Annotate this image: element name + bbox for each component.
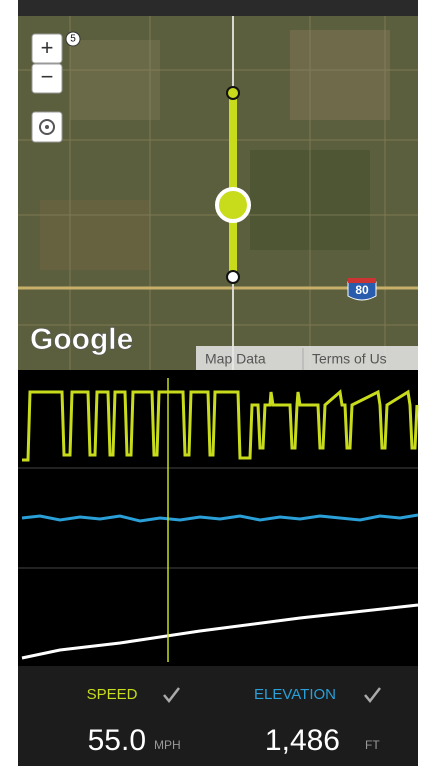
footer-background — [18, 666, 418, 766]
field — [290, 30, 390, 120]
speed-label[interactable]: SPEED — [87, 686, 138, 703]
roads — [18, 16, 418, 370]
map: + − 5 80 Google Map Data Terms of Us — [18, 16, 418, 370]
map-data-link[interactable]: Map Data — [205, 351, 266, 367]
elevation-check[interactable] — [364, 687, 381, 703]
elevation-label[interactable]: ELEVATION — [254, 686, 336, 703]
zoom-out[interactable]: − — [41, 64, 54, 89]
speed-value: 55.0 — [88, 724, 146, 757]
chart — [18, 370, 419, 666]
route-shield: 5 — [70, 34, 76, 45]
footer: SPEED ELEVATION 55.0 MPH 1,486 FT — [18, 666, 418, 766]
interstate-shield-icon — [347, 281, 377, 301]
position-marker — [215, 187, 251, 223]
route-shield-icon — [65, 31, 81, 47]
top-bar — [18, 0, 418, 16]
elevation-unit: FT — [365, 738, 380, 752]
locate-icon-dot — [45, 125, 49, 129]
speed-unit: MPH — [154, 738, 181, 752]
zoom-out-button[interactable] — [31, 63, 63, 94]
locate-icon — [39, 119, 55, 135]
elevation-value: 1,486 — [265, 724, 340, 757]
attribution-bar — [196, 346, 418, 370]
interstate-shield: 80 — [355, 283, 369, 297]
route-end — [226, 270, 240, 284]
interstate-shield-top — [348, 278, 376, 283]
elevation-trace — [21, 513, 419, 523]
zoom-in[interactable]: + — [41, 35, 54, 60]
route-start — [226, 86, 240, 100]
distance-trace — [21, 603, 419, 660]
zoom-in-button[interactable] — [31, 33, 63, 64]
google-logo: Google — [30, 323, 133, 356]
field — [70, 40, 160, 120]
terms-link[interactable]: Terms of Us — [312, 351, 387, 367]
field — [40, 200, 150, 270]
speed-trace — [22, 389, 419, 462]
speed-check[interactable] — [163, 687, 180, 703]
